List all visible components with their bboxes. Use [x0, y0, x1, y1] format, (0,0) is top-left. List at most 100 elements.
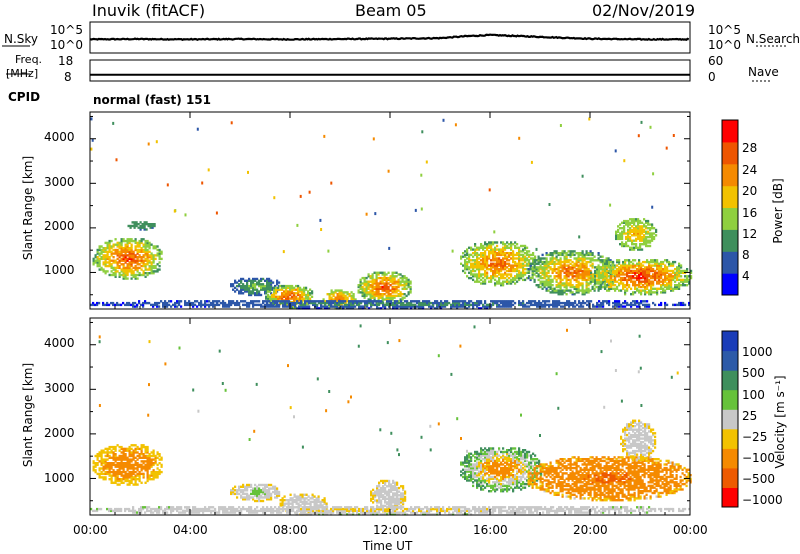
velocity-cell: [470, 465, 473, 468]
velocity-cell: [303, 506, 306, 509]
velocity-cell: [116, 465, 119, 468]
power-cell: [571, 250, 574, 253]
power-cell: [498, 260, 501, 264]
power-cell: [526, 253, 529, 257]
power-cell: [283, 295, 286, 298]
power-cell: [578, 305, 581, 308]
power-cell: [295, 295, 298, 298]
velocity-cell: [128, 467, 131, 470]
power-cell: [636, 287, 639, 290]
velocity-cell: [287, 507, 290, 511]
power-cell: [138, 241, 141, 245]
power-cell: [639, 228, 642, 232]
velocity-cell: [236, 496, 239, 499]
velocity-cell: [388, 506, 391, 509]
power-cell: [158, 252, 161, 255]
velocity-cell: [398, 497, 401, 500]
power-cell: [504, 264, 507, 267]
power-cell: [652, 287, 655, 290]
power-cell: [302, 307, 305, 310]
velocity-cell: [315, 500, 318, 504]
velocity-cell: [152, 478, 155, 481]
power-cell: [391, 276, 394, 280]
power-cell: [116, 254, 119, 257]
power-cell: [535, 269, 538, 273]
power-cell: [138, 254, 141, 257]
power-cell: [633, 248, 636, 251]
power-cell: [126, 250, 129, 253]
power-cell: [500, 276, 503, 280]
power-cell: [130, 238, 133, 241]
power-cell: [196, 300, 199, 303]
power-cell: [634, 300, 637, 303]
power-cell: [644, 303, 647, 307]
velocity-cell: [120, 458, 123, 461]
power-cell: [585, 289, 588, 292]
velocity-cell: [386, 492, 389, 495]
power-cell: [643, 243, 646, 246]
power-cell: [510, 300, 513, 303]
velocity-cell: [291, 506, 294, 509]
power-cell: [578, 300, 581, 303]
velocity-cell: [468, 465, 471, 468]
power-cell: [176, 301, 179, 305]
power-cell: [627, 221, 630, 224]
power-cell: [470, 253, 473, 257]
power-cell: [396, 300, 399, 303]
power-cell: [649, 223, 652, 226]
power-cell: [472, 259, 475, 262]
power-cell: [308, 300, 311, 303]
velocity-cell: [94, 463, 97, 467]
power-cell: [96, 248, 99, 252]
power-cell: [468, 301, 471, 305]
power-cell: [94, 254, 97, 257]
power-cell: [484, 278, 487, 282]
power-cell: [579, 253, 582, 257]
power-cell: [338, 291, 341, 294]
power-cell: [98, 301, 101, 305]
power-cell: [674, 284, 677, 287]
velocity-cell: [317, 504, 320, 507]
power-cell: [387, 285, 390, 289]
power-cell: [324, 303, 327, 307]
velocity-cell: [142, 454, 145, 458]
velocity-cell: [232, 489, 235, 492]
power-cell: [553, 291, 556, 294]
velocity-cell: [380, 479, 383, 483]
power-cell: [508, 243, 511, 246]
power-cell: [472, 273, 475, 276]
power-cell: [299, 290, 302, 293]
power-cell: [557, 269, 560, 273]
velocity-cell: [376, 486, 379, 490]
power-cell: [352, 305, 355, 308]
power-cell: [524, 246, 527, 249]
power-cell: [401, 293, 404, 296]
power-cell: [310, 300, 313, 303]
power-cell: [658, 282, 661, 285]
power-cell: [500, 305, 503, 308]
power-cell: [656, 280, 659, 283]
velocity-cell: [128, 474, 131, 477]
power-cell: [646, 271, 649, 274]
velocity-cell: [124, 470, 127, 474]
power-cell: [484, 255, 487, 258]
power-cell: [583, 268, 586, 271]
power-cell: [460, 305, 463, 308]
velocity-cell: [128, 483, 131, 486]
power-cell: [492, 257, 495, 260]
power-cell: [522, 271, 525, 274]
power-cell: [474, 250, 477, 253]
velocity-cell: [130, 474, 133, 477]
power-cell: [482, 252, 485, 255]
power-cell: [384, 307, 387, 310]
velocity-cell: [468, 463, 471, 466]
power-cell: [377, 294, 380, 298]
power-cell: [472, 252, 475, 255]
power-cell: [104, 241, 107, 245]
power-cell: [680, 271, 683, 274]
power-cell: [682, 271, 685, 274]
power-cell: [682, 282, 685, 285]
velocity-cell: [112, 447, 115, 451]
power-cell: [571, 273, 574, 276]
power-cell: [468, 300, 471, 303]
